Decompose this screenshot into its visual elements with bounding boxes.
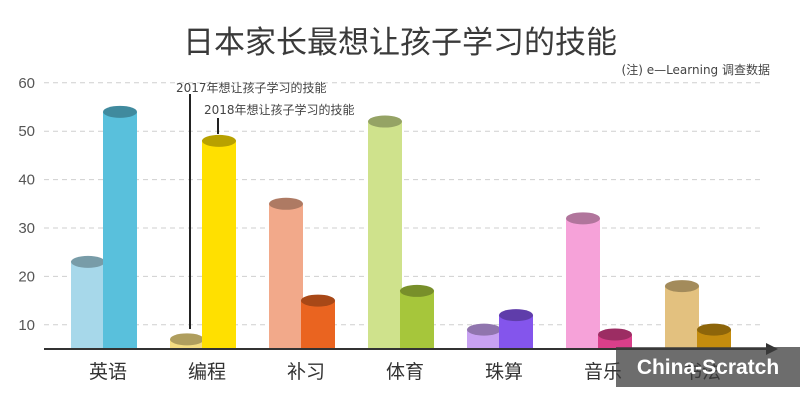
- bar-body: [103, 111, 137, 349]
- bar-body: [368, 121, 402, 350]
- bar-body: [202, 140, 236, 349]
- bar-body: [665, 286, 699, 349]
- bar-2018-6: [697, 323, 731, 349]
- bar-cap: [202, 134, 236, 147]
- y-tick-label: 20: [18, 268, 35, 285]
- y-tick-label: 50: [18, 123, 35, 140]
- bar-cap: [697, 323, 731, 336]
- chart-note: (注) e—Learning 调查数据: [622, 62, 770, 77]
- category-label: 编程: [188, 361, 226, 383]
- series-callouts: 2017年想让孩子学习的技能 2018年想让孩子学习的技能: [176, 80, 355, 329]
- bar-2018-0: [103, 105, 137, 349]
- bar-2018-1: [202, 134, 236, 349]
- legend-2018: 2018年想让孩子学习的技能: [204, 102, 355, 117]
- bar-body: [566, 218, 600, 349]
- category-label: 补习: [287, 361, 325, 383]
- y-tick-label: 40: [18, 172, 35, 189]
- bar-2017-5: [566, 212, 600, 349]
- bar-2018-3: [400, 284, 434, 349]
- category-label: 珠算: [485, 361, 523, 383]
- bar-cap: [71, 255, 105, 268]
- bar-2018-4: [499, 309, 533, 349]
- bar-cap: [368, 115, 402, 128]
- y-tick-label: 30: [18, 220, 35, 237]
- bar-2017-1: [170, 333, 204, 349]
- y-tick-label: 10: [18, 317, 35, 334]
- bar-body: [269, 203, 303, 349]
- gridlines: [44, 82, 760, 326]
- watermark-background: [616, 347, 800, 387]
- bar-2017-4: [467, 323, 501, 349]
- bar-cap: [499, 309, 533, 322]
- y-axis: 10 20 30 40 50 60: [18, 75, 35, 334]
- watermark-text: China-Scratch: [637, 356, 779, 379]
- bar-2018-5: [598, 328, 632, 349]
- bar-body: [301, 300, 335, 349]
- bar-cap: [467, 323, 501, 336]
- bar-cap: [400, 284, 434, 297]
- bar-body: [400, 290, 434, 349]
- y-tick-label: 60: [18, 75, 35, 92]
- bar-cap: [269, 197, 303, 210]
- bar-cap: [103, 105, 137, 118]
- bar-cap: [301, 294, 335, 307]
- bar-2017-6: [665, 280, 699, 349]
- bar-cap: [566, 212, 600, 225]
- bar-2017-3: [368, 115, 402, 350]
- bar-2017-2: [269, 197, 303, 349]
- bars: [71, 105, 731, 350]
- bar-cap: [598, 328, 632, 341]
- chart-title: 日本家长最想让孩子学习的技能: [183, 25, 617, 61]
- legend-2017: 2017年想让孩子学习的技能: [176, 80, 327, 95]
- category-label: 英语: [89, 361, 127, 383]
- category-label: 音乐: [584, 361, 622, 383]
- bar-cap: [170, 333, 204, 346]
- bar-cap: [665, 280, 699, 293]
- bar-2017-0: [71, 255, 105, 349]
- bar-body: [71, 261, 105, 349]
- bar-2018-2: [301, 294, 335, 349]
- watermark: China-Scratch: [616, 347, 800, 387]
- category-label: 体育: [386, 361, 424, 383]
